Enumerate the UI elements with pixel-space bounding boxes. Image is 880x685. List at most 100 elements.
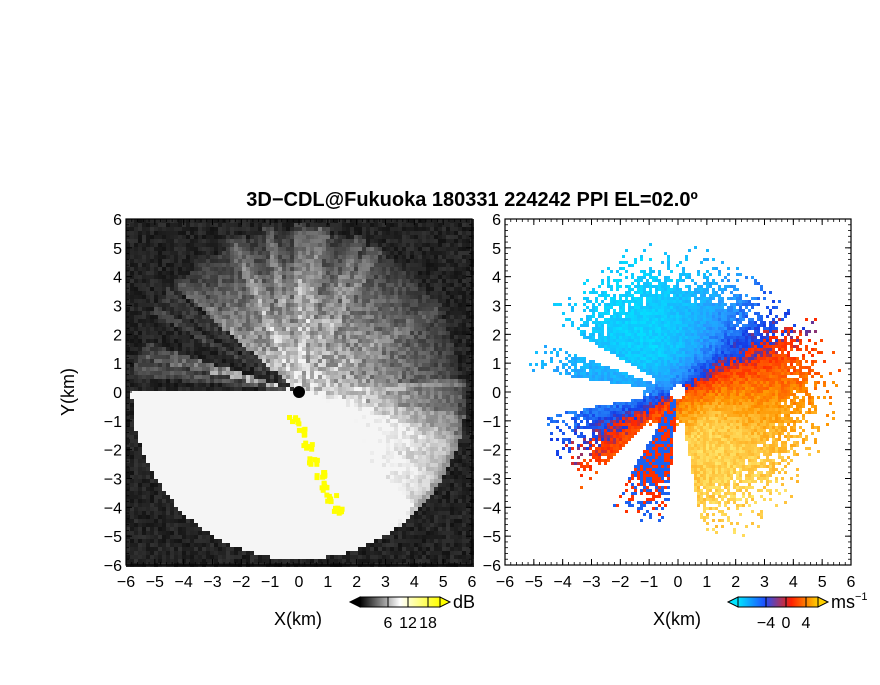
reflectivity-pixel (246, 331, 250, 335)
reflectivity-pixel (190, 275, 194, 279)
reflectivity-pixel (358, 231, 362, 235)
reflectivity-pixel (170, 415, 174, 419)
reflectivity-pixel (250, 427, 254, 431)
reflectivity-pixel (218, 383, 222, 387)
reflectivity-pixel (210, 323, 214, 327)
reflectivity-pixel (298, 363, 302, 367)
reflectivity-pixel (338, 371, 342, 375)
reflectivity-pixel (142, 347, 146, 351)
reflectivity-pixel (342, 243, 346, 247)
reflectivity-pixel (378, 403, 382, 407)
reflectivity-pixel (202, 411, 206, 415)
reflectivity-pixel (230, 395, 234, 399)
reflectivity-pixel (166, 263, 170, 267)
reflectivity-pixel (362, 431, 366, 435)
reflectivity-pixel (398, 339, 402, 343)
reflectivity-pixel (454, 339, 458, 343)
reflectivity-pixel (298, 263, 302, 267)
reflectivity-pixel (330, 351, 334, 355)
reflectivity-pixel (250, 247, 254, 251)
reflectivity-pixel (150, 335, 154, 339)
reflectivity-pixel (130, 443, 134, 447)
reflectivity-pixel (178, 255, 182, 259)
reflectivity-pixel (306, 379, 310, 383)
reflectivity-pixel (342, 419, 346, 423)
reflectivity-pixel (406, 399, 410, 403)
reflectivity-pixel (202, 367, 206, 371)
reflectivity-pixel (358, 311, 362, 315)
reflectivity-pixel (466, 351, 470, 355)
reflectivity-pixel (342, 287, 346, 291)
reflectivity-pixel (326, 259, 330, 263)
reflectivity-pixel (178, 407, 182, 411)
reflectivity-pixel (398, 307, 402, 311)
reflectivity-pixel (274, 275, 278, 279)
reflectivity-pixel (242, 375, 246, 379)
reflectivity-pixel (322, 323, 326, 327)
reflectivity-pixel (282, 363, 286, 367)
reflectivity-pixel (290, 259, 294, 263)
reflectivity-pixel (250, 327, 254, 331)
reflectivity-pixel (442, 387, 446, 391)
reflectivity-pixel (182, 363, 186, 367)
reflectivity-pixel (406, 319, 410, 323)
reflectivity-pixel (366, 255, 370, 259)
reflectivity-pixel (262, 371, 266, 375)
reflectivity-pixel (310, 403, 314, 407)
reflectivity-pixel (278, 311, 282, 315)
reflectivity-pixel (310, 255, 314, 259)
reflectivity-pixel (214, 319, 218, 323)
reflectivity-pixel (134, 395, 138, 399)
reflectivity-pixel (434, 443, 438, 447)
reflectivity-pixel (342, 395, 346, 399)
reflectivity-pixel (426, 291, 430, 295)
reflectivity-pixel (174, 363, 178, 367)
reflectivity-pixel (198, 247, 202, 251)
reflectivity-pixel (222, 339, 226, 343)
reflectivity-pixel (230, 223, 234, 227)
reflectivity-pixel (298, 319, 302, 323)
reflectivity-pixel (326, 359, 330, 363)
reflectivity-pixel (258, 271, 262, 275)
reflectivity-pixel (202, 303, 206, 307)
reflectivity-pixel (438, 443, 442, 447)
reflectivity-pixel (174, 399, 178, 403)
reflectivity-pixel (166, 223, 170, 227)
reflectivity-pixel (318, 443, 322, 447)
reflectivity-pixel (266, 423, 270, 427)
reflectivity-pixel (210, 403, 214, 407)
reflectivity-pixel (350, 435, 354, 439)
reflectivity-pixel (434, 343, 438, 347)
reflectivity-pixel (450, 283, 454, 287)
reflectivity-pixel (130, 243, 134, 247)
reflectivity-pixel (226, 367, 230, 371)
reflectivity-pixel (254, 439, 258, 443)
reflectivity-pixel (266, 319, 270, 323)
reflectivity-pixel (326, 427, 330, 431)
reflectivity-pixel (414, 259, 418, 263)
reflectivity-pixel (158, 259, 162, 263)
reflectivity-pixel (390, 263, 394, 267)
reflectivity-pixel (138, 219, 142, 223)
reflectivity-pixel (314, 379, 318, 383)
reflectivity-pixel (174, 303, 178, 307)
reflectivity-pixel (314, 439, 318, 443)
reflectivity-pixel (306, 343, 310, 347)
reflectivity-pixel (354, 391, 358, 395)
reflectivity-pixel (286, 283, 290, 287)
reflectivity-pixel (346, 307, 350, 311)
reflectivity-pixel (434, 331, 438, 335)
reflectivity-pixel (386, 335, 390, 339)
reflectivity-pixel (398, 439, 402, 443)
reflectivity-pixel (302, 259, 306, 263)
reflectivity-pixel (134, 383, 138, 387)
reflectivity-pixel (286, 435, 290, 439)
reflectivity-pixel (466, 443, 470, 447)
reflectivity-pixel (246, 307, 250, 311)
reflectivity-pixel (446, 383, 450, 387)
reflectivity-pixel (358, 439, 362, 443)
reflectivity-pixel (410, 391, 414, 395)
reflectivity-pixel (130, 239, 134, 243)
reflectivity-pixel (382, 427, 386, 431)
reflectivity-pixel (234, 423, 238, 427)
